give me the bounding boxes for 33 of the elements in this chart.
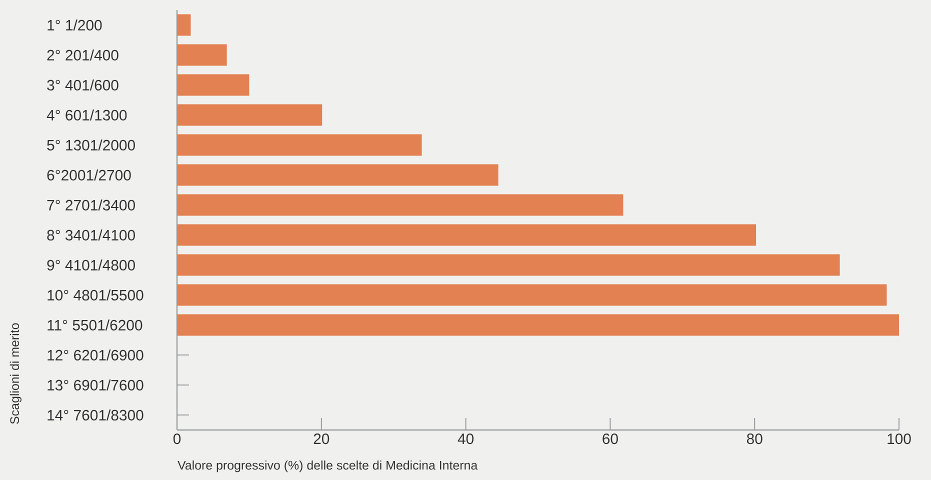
x-tick-label: 0 xyxy=(173,434,181,444)
y-tick-label: 6°2001/2700 xyxy=(47,170,131,180)
bar xyxy=(177,74,250,96)
x-tick-label: 60 xyxy=(602,434,618,444)
y-tick-label: 4° 601/1300 xyxy=(46,110,127,120)
bar xyxy=(177,254,840,276)
bar xyxy=(177,164,498,186)
bar xyxy=(177,14,191,36)
y-tick-label: 2° 201/400 xyxy=(47,50,118,60)
y-tick-label: 8° 3401/4100 xyxy=(47,230,135,240)
bar xyxy=(177,314,900,336)
bar xyxy=(177,134,422,156)
x-tick-label: 80 xyxy=(746,434,762,444)
bar xyxy=(177,194,624,216)
x-axis-title: Valore progressivo (%) delle scelte di Medicina Interna xyxy=(178,460,478,472)
y-tick-label: 7° 2701/3400 xyxy=(47,200,135,210)
bar xyxy=(177,284,887,306)
y-tick-label: 9° 4101/4800 xyxy=(47,260,135,270)
y-tick-label: 1° 1/200 xyxy=(48,20,102,30)
bar xyxy=(177,224,756,246)
x-tick-label: 40 xyxy=(458,434,474,444)
y-axis-title: Scaglioni di merito xyxy=(10,323,22,424)
y-tick-label: 11° 5501/6200 xyxy=(48,320,142,330)
x-tick-label: 100 xyxy=(888,434,911,444)
y-tick-label: 3° 401/600 xyxy=(47,80,118,90)
x-tick-label: 20 xyxy=(314,434,330,444)
y-tick-label: 13° 6901/7600 xyxy=(48,380,144,390)
y-tick-label: 12° 6201/6900 xyxy=(48,350,144,360)
bar xyxy=(177,104,322,126)
bar xyxy=(177,44,227,66)
y-tick-label: 14° 7601/8300 xyxy=(48,410,144,420)
y-tick-label: 10° 4801/5500 xyxy=(48,290,144,300)
y-tick-label: 5° 1301/2000 xyxy=(47,140,135,150)
